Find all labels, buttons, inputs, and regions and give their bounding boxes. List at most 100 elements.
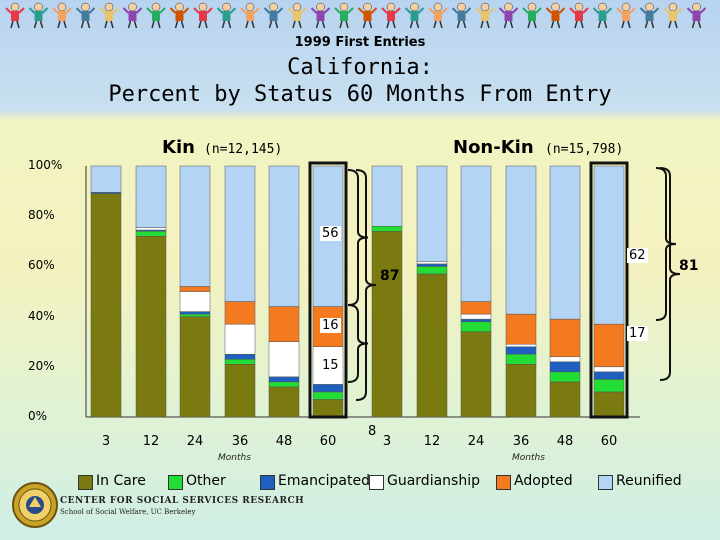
bar-segment-non-kin-3-reunified (371, 165, 403, 227)
x-tick-label: 36 (512, 434, 530, 449)
legend-swatch (496, 475, 511, 490)
x-tick-label: 60 (600, 434, 618, 449)
legend-swatch (168, 475, 183, 490)
bar-segment-kin-24-other (179, 313, 211, 317)
bar-segment-kin-48-in-care (268, 386, 300, 418)
bar-segment-kin-24-in-care (179, 316, 211, 418)
bracket-kin-lower (347, 304, 369, 383)
y-tick-label: 20% (28, 358, 55, 373)
annotation-kin-total: 87 (380, 268, 400, 284)
kid-figure-icon (498, 2, 519, 29)
kid-figure-icon (451, 2, 472, 29)
kid-figure-icon (75, 2, 96, 29)
kid-figure-icon (5, 2, 25, 29)
legend-swatch (78, 475, 93, 490)
legend-label: Adopted (514, 473, 573, 489)
bar-segment-non-kin-12-emancipated (416, 263, 448, 267)
bar-segment-non-kin-36-guardianship (505, 343, 537, 347)
kid-figure-icon (381, 2, 401, 29)
bar-segment-non-kin-36-in-care (505, 364, 537, 418)
bar-segment-non-kin-60-reunified (593, 165, 625, 325)
bar-segment-non-kin-60-other (593, 379, 625, 393)
x-tick-label: 24 (186, 434, 204, 449)
bar-segment-kin-36-adopted (224, 301, 256, 325)
bar-segment-non-kin-48-in-care (549, 381, 581, 418)
y-tick-label: 40% (28, 308, 55, 323)
kid-figure-icon (522, 2, 542, 29)
kid-figure-icon (287, 2, 307, 29)
kid-figure-icon (592, 2, 613, 29)
kid-figure-icon (99, 2, 119, 29)
kid-figure-icon (52, 2, 72, 29)
bracket-kin-total (355, 169, 377, 401)
kid-figure-icon (122, 2, 143, 29)
bar-segment-kin-24-guardianship (179, 291, 211, 312)
bar-segment-kin-36-other (224, 359, 256, 365)
kid-figure-icon (475, 2, 495, 29)
x-tick-label: 12 (423, 434, 441, 449)
annotation-kin-adopted: 16 (320, 318, 341, 333)
kid-figure-icon (240, 2, 260, 29)
kid-figure-icon (663, 2, 683, 29)
bar-segment-kin-48-guardianship (268, 341, 300, 378)
x-tick-label: 12 (142, 434, 160, 449)
bar-segment-kin-24-reunified (179, 165, 211, 287)
bar-segment-non-kin-60-in-care (593, 391, 625, 418)
annotation-kin-adopted-plus-guardianship: 56 (320, 226, 341, 241)
annotation-gap: 8 (368, 424, 377, 439)
y-tick-label: 60% (28, 258, 55, 273)
kid-figure-icon (263, 2, 284, 29)
annotation-kin-guardianship: 15 (320, 358, 341, 373)
bar-segment-non-kin-24-other (460, 321, 492, 332)
x-axis-unit-nonkin: Months (512, 453, 545, 463)
x-axis-unit-kin: Months (218, 453, 251, 463)
bar-segment-non-kin-24-adopted (460, 301, 492, 315)
x-tick-label: 60 (319, 434, 337, 449)
kid-figure-icon (193, 2, 213, 29)
legend-label: Other (186, 473, 226, 489)
bar-segment-kin-60-other (312, 391, 344, 400)
bar-segment-kin-60-emancipated (312, 384, 344, 393)
kid-figure-icon (310, 2, 331, 29)
kid-figure-icon (569, 2, 589, 29)
bar-segment-non-kin-60-emancipated (593, 371, 625, 380)
annotation-nonkin-adopted: 17 (627, 326, 648, 341)
annotation-nonkin-adopted-plus-guardianship: 62 (627, 248, 648, 263)
bar-segment-non-kin-60-guardianship (593, 366, 625, 373)
bar-segment-non-kin-48-emancipated (549, 361, 581, 373)
kids-banner (5, 2, 707, 29)
legend-swatch (369, 475, 384, 490)
chart-title-line1: 1999 First Entries (294, 35, 426, 50)
kid-figure-icon (639, 2, 660, 29)
bar-segment-non-kin-24-guardianship (460, 313, 492, 320)
bar-segment-kin-3-in-care (90, 193, 122, 418)
kid-figure-icon (216, 2, 237, 29)
kid-figure-icon (686, 2, 707, 29)
bar-segment-kin-36-in-care (224, 364, 256, 418)
y-tick-label: 100% (28, 158, 63, 172)
x-tick-label: 3 (382, 434, 392, 449)
bar-segment-kin-12-reunified (135, 165, 167, 228)
kid-figure-icon (404, 2, 425, 29)
bar-segment-non-kin-36-reunified (505, 165, 537, 315)
bracket-kin-upper (347, 169, 369, 306)
bar-segment-non-kin-12-guardianship (416, 261, 448, 265)
bar-segment-kin-12-in-care (135, 236, 167, 418)
legend-swatch (598, 475, 613, 490)
highlight-box (589, 161, 629, 419)
kid-figure-icon (146, 2, 166, 29)
kid-figure-icon (169, 2, 190, 29)
legend-label: Guardianship (387, 473, 480, 489)
x-tick-label: 48 (275, 434, 293, 449)
bar-segment-kin-48-adopted (268, 306, 300, 342)
bracket-nonkin-total (659, 167, 681, 381)
kid-figure-icon (616, 2, 636, 29)
bar-segment-non-kin-36-other (505, 354, 537, 365)
legend-label: Emancipated (278, 473, 370, 489)
bracket-nonkin-upper (655, 167, 677, 321)
y-tick-label: 80% (28, 208, 55, 223)
chart-legend: In Care Other Emancipated Guardianship Adopt… (78, 472, 718, 492)
x-tick-label: 24 (467, 434, 485, 449)
bar-segment-non-kin-12-other (416, 266, 448, 275)
kid-figure-icon (357, 2, 378, 29)
